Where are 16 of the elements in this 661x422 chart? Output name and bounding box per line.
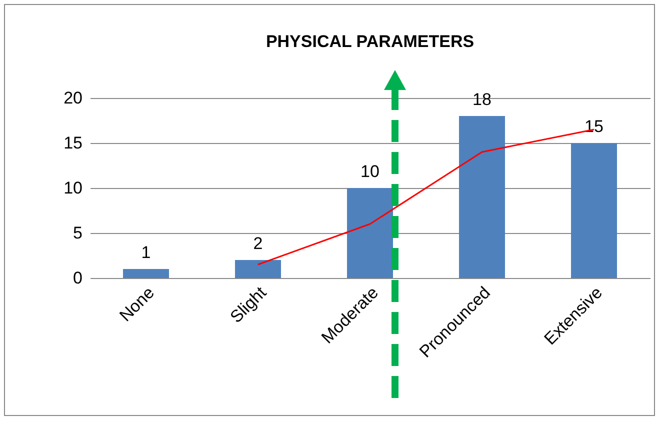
bar — [459, 116, 505, 278]
data-label: 2 — [253, 234, 263, 253]
y-tick-label: 15 — [64, 134, 82, 152]
chart-title: PHYSICAL PARAMETERS — [266, 32, 474, 51]
bar — [123, 269, 169, 278]
data-label: 18 — [472, 90, 492, 109]
data-label: 10 — [360, 162, 380, 181]
data-label: 15 — [584, 117, 604, 136]
bar — [235, 260, 281, 278]
y-tick-label: 20 — [64, 88, 82, 108]
y-tick-label: 0 — [73, 268, 82, 288]
bar — [347, 188, 393, 278]
data-label: 1 — [141, 243, 151, 262]
y-tick-label: 10 — [64, 178, 82, 198]
y-tick-label: 5 — [73, 224, 82, 242]
bar — [571, 143, 617, 278]
